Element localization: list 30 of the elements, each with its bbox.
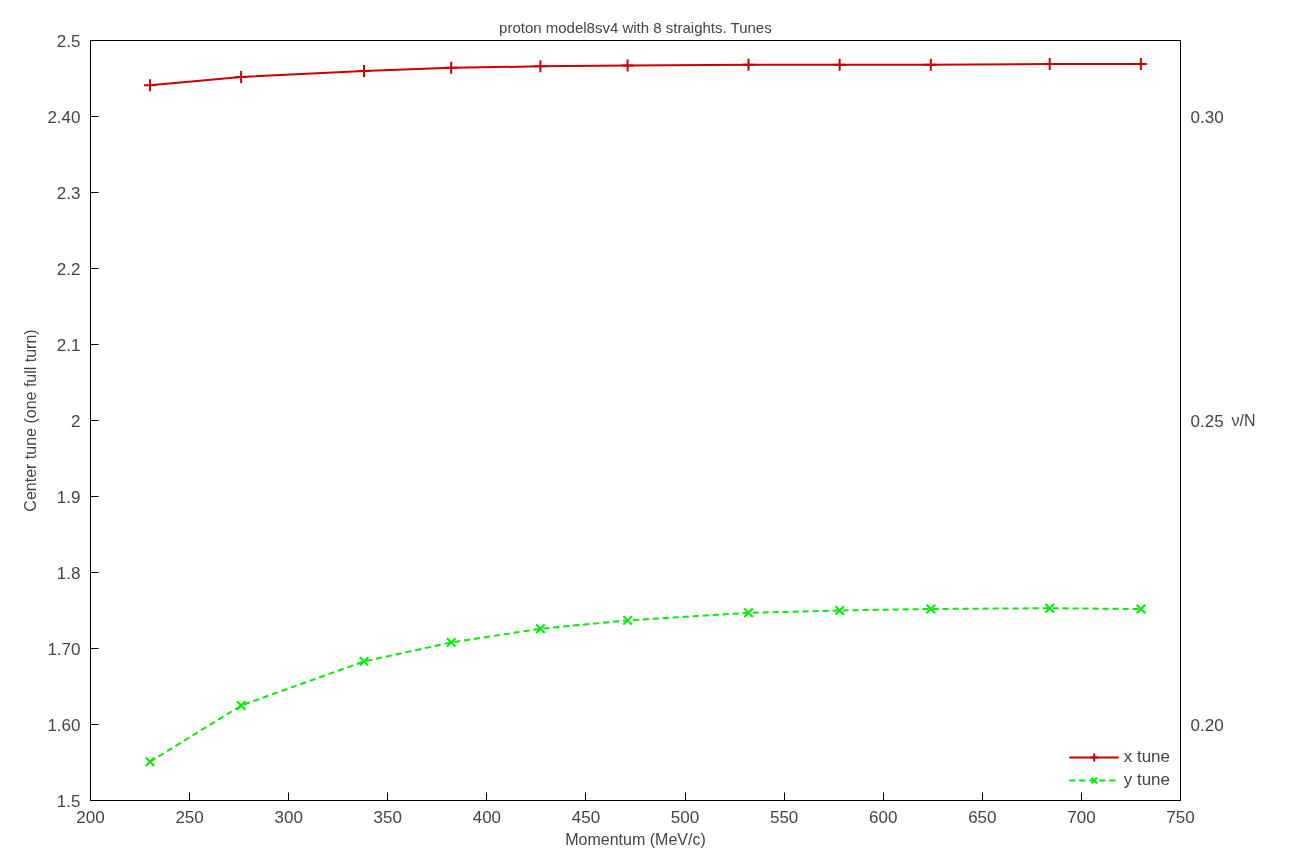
y-tick-label: 2.1	[56, 335, 81, 355]
x-tick-label: 600	[869, 807, 898, 827]
y-tick-label: 2.2	[56, 259, 81, 279]
x-tick-label: 500	[670, 807, 700, 827]
y2-axis-title: ν/N	[1231, 412, 1256, 429]
y-tick-label: 1.70	[47, 639, 81, 659]
y-tick-label: 2.3	[56, 183, 81, 203]
x-tick-label: 650	[968, 807, 997, 827]
x-tick-label: 700	[1067, 807, 1096, 827]
y-tick-label: 1.60	[47, 715, 81, 735]
y2-tick-label: 0.20	[1190, 715, 1224, 735]
y-axis-title: Center tune (one full turn)	[22, 329, 40, 512]
x-tick-label: 750	[1166, 807, 1195, 827]
x-tick-label: 250	[175, 807, 204, 827]
x-tick-label: 350	[373, 807, 402, 827]
y-tick-label: 2	[71, 411, 81, 431]
legend-label: y tune	[1123, 770, 1170, 790]
chart-title: proton model8sv4 with 8 straights. Tunes	[499, 18, 772, 36]
y-tick-label: 1.9	[56, 487, 81, 507]
y-tick-label: 2.40	[47, 107, 81, 127]
y-tick-label: 2.5	[56, 31, 81, 51]
y-tick-label: 1.8	[56, 563, 81, 583]
x-tick-label: 550	[769, 807, 799, 827]
x-tick-label: 300	[274, 807, 303, 827]
x-tick-label: 400	[472, 807, 502, 827]
y2-tick-label: 0.25	[1190, 411, 1224, 431]
y2-tick-label: 0.30	[1190, 107, 1224, 127]
legend-label: x tune	[1123, 747, 1170, 767]
x-axis-title: Momentum (MeV/c)	[565, 830, 706, 848]
x-tick-label: 450	[571, 807, 601, 827]
